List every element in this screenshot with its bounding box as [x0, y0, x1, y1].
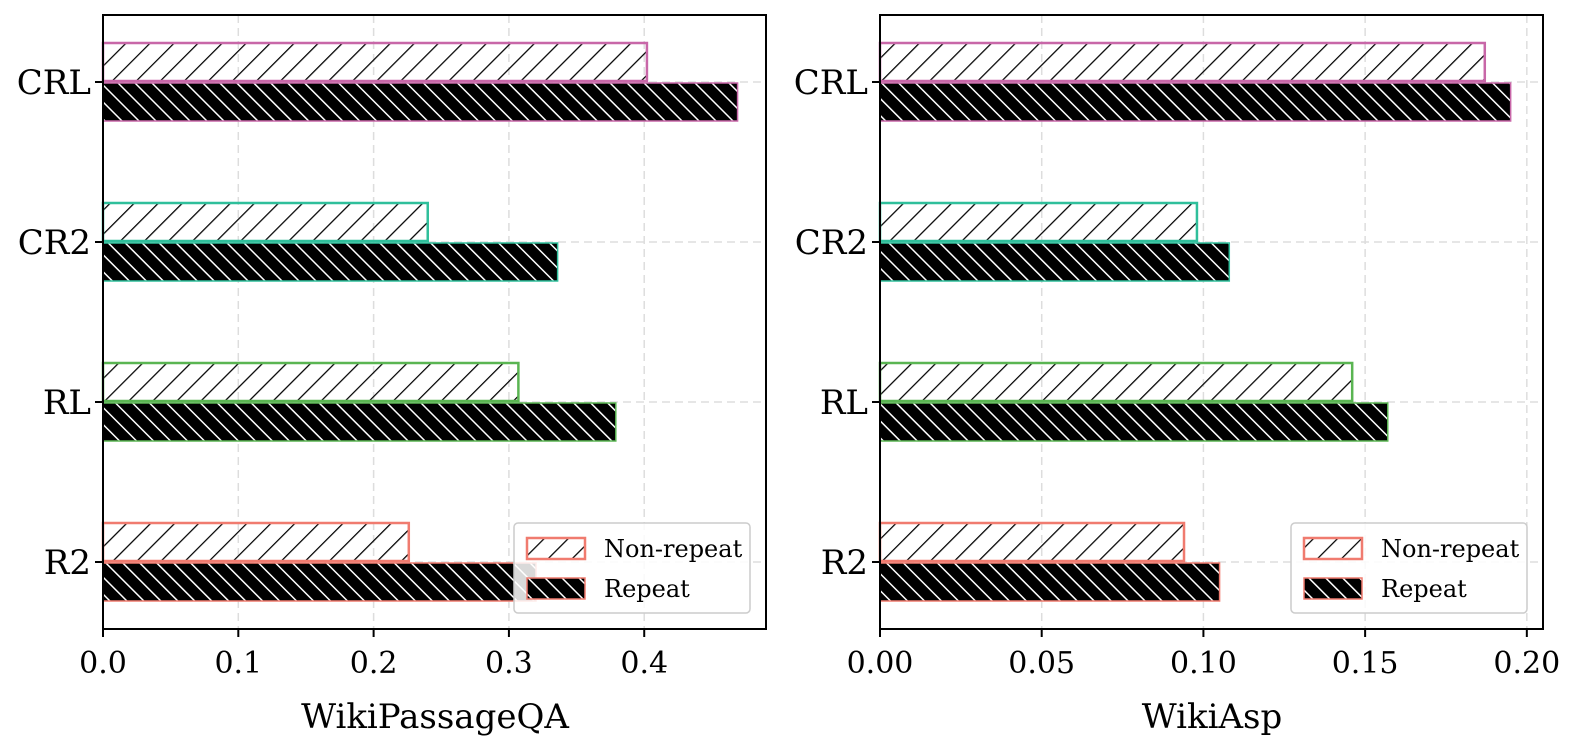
y-tick-label-crl: CRL [794, 63, 868, 103]
legend-label-non-repeat: Non-repeat [1381, 535, 1520, 563]
x-axis-title: WikiAsp [1142, 697, 1282, 737]
y-tick-label-cr2: CR2 [795, 223, 868, 263]
legend-label-non-repeat: Non-repeat [604, 535, 743, 563]
bar-cr2-repeat [879, 242, 1231, 282]
x-tick-label: 0.00 [847, 646, 914, 681]
bar-crl-repeat [102, 82, 739, 122]
legend-label-repeat: Repeat [604, 575, 690, 603]
legend: Non-repeat Repeat [1290, 522, 1528, 614]
bar-cr2-repeat [102, 242, 559, 282]
bar-crl-repeat [879, 82, 1512, 122]
bar-crl-non-repeat [878, 41, 1487, 83]
x-tick-label: 0.15 [1332, 646, 1399, 681]
x-tick-label: 0.3 [485, 646, 533, 681]
bar-rl-non-repeat [878, 361, 1354, 403]
x-ticks: 0.0 0.1 0.2 0.3 0.4 [79, 629, 668, 681]
chart-panel-wikipassageqa: WikiPassageQA 0.0 0.1 0.2 0.3 0.4 R2 RL CR2 CRL N… [17, 14, 767, 737]
x-ticks: 0.00 0.05 0.10 0.15 0.20 [847, 629, 1560, 681]
legend-label-repeat: Repeat [1381, 575, 1467, 603]
x-tick-label: 0.1 [214, 646, 262, 681]
legend-swatch-repeat [526, 577, 586, 600]
bar-r2-repeat [879, 562, 1221, 602]
x-tick-label: 0.0 [79, 646, 127, 681]
x-tick-label: 0.05 [1008, 646, 1075, 681]
plot-frame [879, 14, 1544, 630]
bar-rl-repeat [879, 402, 1389, 442]
chart-panel-wikiasp: WikiAsp 0.00 0.05 0.10 0.15 0.20 R2 RL CR2 CRL No… [794, 14, 1560, 737]
plot-frame [102, 14, 767, 630]
y-tick-label-r2: R2 [821, 543, 868, 583]
y-tick-label-rl: RL [820, 383, 868, 423]
bar-cr2-non-repeat [101, 201, 429, 243]
bars [878, 41, 1512, 602]
legend: Non-repeat Repeat [513, 522, 751, 614]
x-axis-title: WikiPassageQA [301, 697, 569, 737]
x-tick-label: 0.20 [1493, 646, 1560, 681]
x-tick-label: 0.2 [350, 646, 398, 681]
y-tick-label-cr2: CR2 [18, 223, 91, 263]
x-tick-label: 0.10 [1170, 646, 1237, 681]
legend-swatch-non-repeat [1302, 536, 1364, 561]
y-ticks: R2 RL CR2 CRL [794, 63, 880, 583]
y-tick-label-rl: RL [43, 383, 91, 423]
x-tick-label: 0.4 [620, 646, 668, 681]
bar-rl-non-repeat [101, 361, 520, 403]
bar-cr2-non-repeat [878, 201, 1199, 243]
bar-rl-repeat [102, 402, 617, 442]
bar-r2-repeat [102, 562, 537, 602]
y-tick-label-r2: R2 [44, 543, 91, 583]
y-ticks: R2 RL CR2 CRL [17, 63, 103, 583]
legend-swatch-non-repeat [525, 536, 587, 561]
legend-swatch-repeat [1303, 577, 1363, 600]
y-tick-label-crl: CRL [17, 63, 91, 103]
bar-crl-non-repeat [101, 41, 649, 83]
bar-r2-non-repeat [878, 521, 1186, 563]
bar-r2-non-repeat [101, 521, 411, 563]
bars [101, 41, 739, 602]
